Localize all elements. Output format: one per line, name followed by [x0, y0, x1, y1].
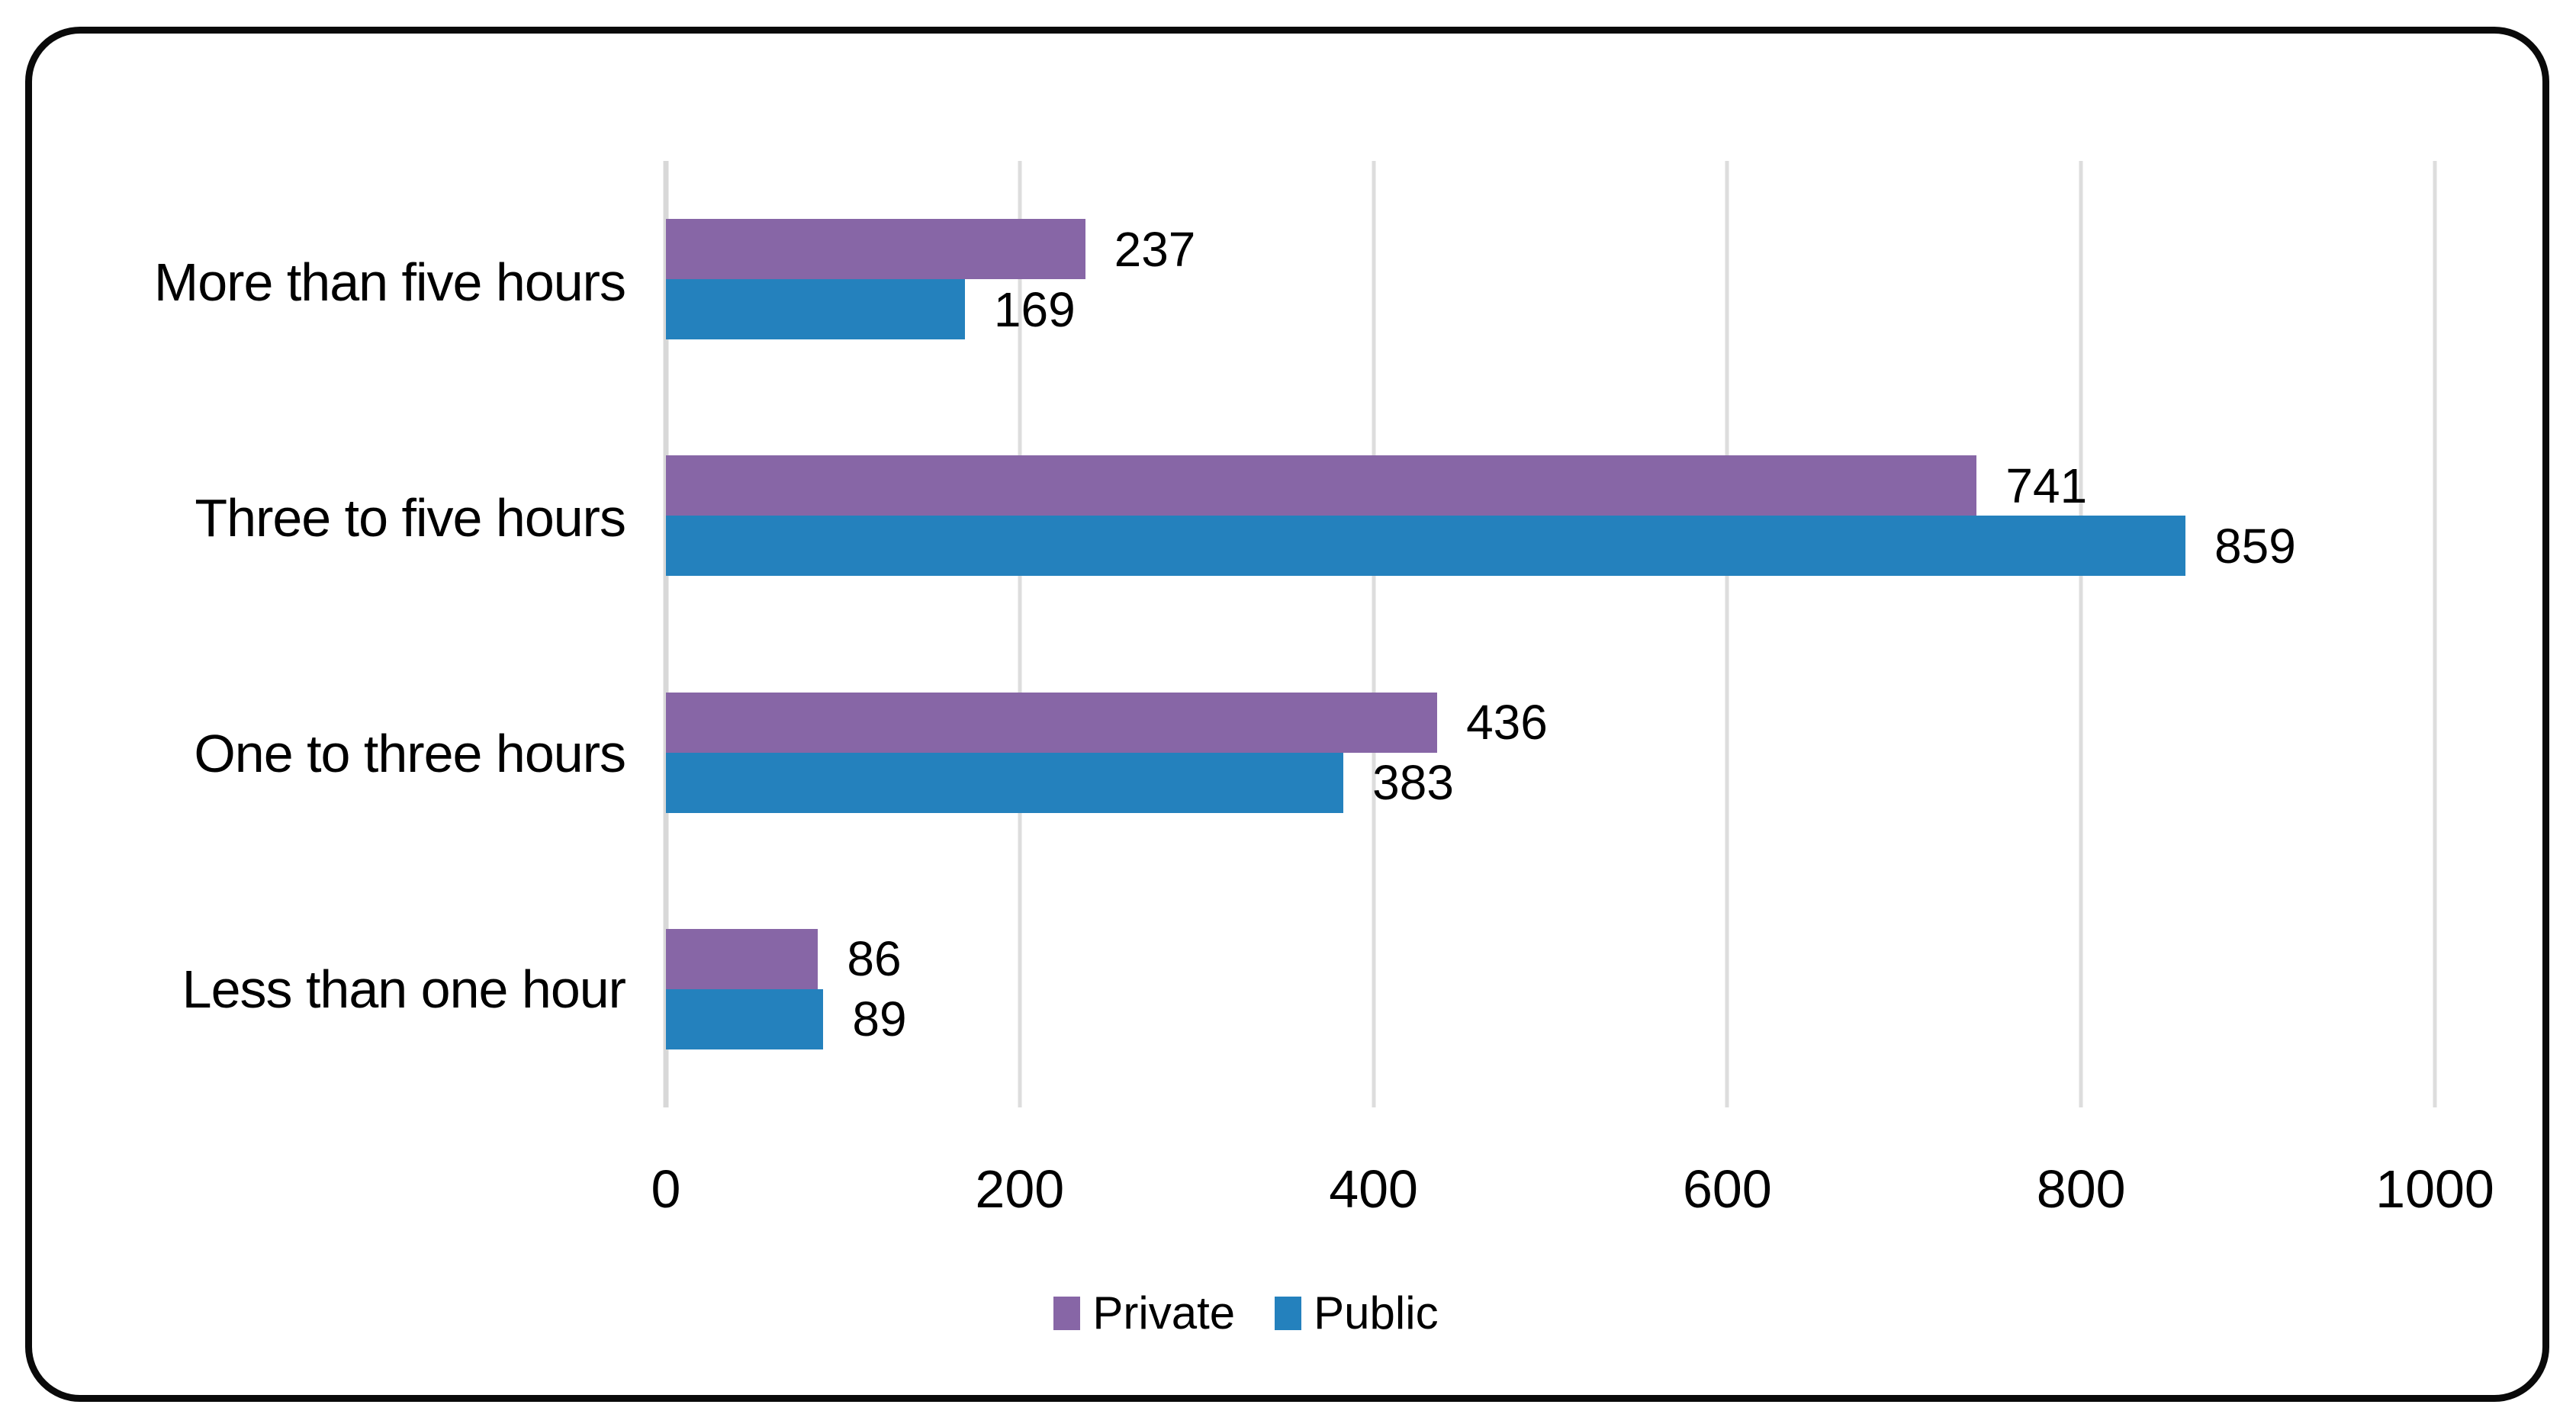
legend-label: Public	[1314, 1287, 1439, 1339]
bar-row: 436	[666, 692, 2435, 753]
data-label: 89	[852, 992, 907, 1047]
plot-area: 237 169 741 859	[663, 161, 2437, 1107]
gridlines	[663, 161, 2437, 1107]
bar-row: 741	[666, 455, 2435, 516]
x-axis-tick-labels: 0 200 400 600 800 1000	[651, 1159, 2494, 1231]
bar-private	[666, 219, 1085, 280]
bar-public	[666, 279, 965, 340]
gridline-axis	[663, 161, 669, 1107]
legend-label: Private	[1092, 1287, 1236, 1339]
x-tick: 200	[975, 1159, 1065, 1219]
x-tick: 600	[1682, 1159, 1772, 1219]
bar-private	[666, 928, 818, 989]
data-label: 741	[2005, 458, 2088, 513]
bar-row: 86	[666, 928, 2435, 989]
bar-public	[666, 988, 824, 1049]
data-label: 859	[2214, 518, 2296, 574]
gridline	[1018, 161, 1022, 1107]
gridline	[1725, 161, 1729, 1107]
bar-row: 169	[666, 279, 2435, 340]
legend-swatch-private	[1053, 1297, 1081, 1330]
bar-group-three-to-five-hours: 741 859	[666, 397, 2435, 634]
bar-group-less-than-one-hour: 86 89	[666, 871, 2435, 1107]
category-label: More than five hours	[153, 252, 626, 312]
bar-row: 383	[666, 752, 2435, 813]
x-tick: 400	[1329, 1159, 1418, 1219]
category-label: Less than one hour	[182, 959, 626, 1019]
bar-groups: 237 169 741 859	[666, 161, 2435, 1107]
x-tick: 1000	[2375, 1159, 2494, 1219]
data-label: 436	[1466, 695, 1548, 750]
data-label: 169	[993, 281, 1076, 337]
legend: Private Public	[0, 1290, 2534, 1336]
bar-row: 237	[666, 219, 2435, 280]
bar-public	[666, 516, 2186, 577]
gridline	[2079, 161, 2083, 1107]
bar-group-more-than-five-hours: 237 169	[666, 161, 2435, 397]
x-tick: 800	[2036, 1159, 2126, 1219]
category-label: Three to five hours	[195, 487, 626, 548]
legend-item-private: Private	[1053, 1290, 1235, 1336]
category-label: One to three hours	[194, 723, 626, 783]
bar-row: 859	[666, 516, 2435, 577]
data-label: 383	[1372, 755, 1454, 811]
gridline	[1372, 161, 1376, 1107]
bar-group-one-to-three-hours: 436 383	[666, 635, 2435, 871]
legend-swatch-public	[1275, 1297, 1302, 1330]
legend-item-public: Public	[1275, 1287, 1439, 1339]
x-tick: 0	[651, 1159, 681, 1219]
bar-row: 89	[666, 988, 2435, 1049]
bar-private	[666, 455, 1977, 516]
category-axis: More than five hours Three to five hours…	[32, 161, 626, 1107]
gridline	[2433, 161, 2437, 1107]
data-label: 86	[847, 931, 902, 987]
bar-private	[666, 692, 1438, 753]
bar-public	[666, 752, 1344, 813]
data-label: 237	[1114, 221, 1196, 277]
